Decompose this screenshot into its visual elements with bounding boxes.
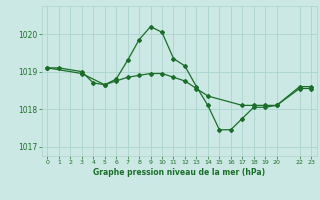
X-axis label: Graphe pression niveau de la mer (hPa): Graphe pression niveau de la mer (hPa) — [93, 168, 265, 177]
